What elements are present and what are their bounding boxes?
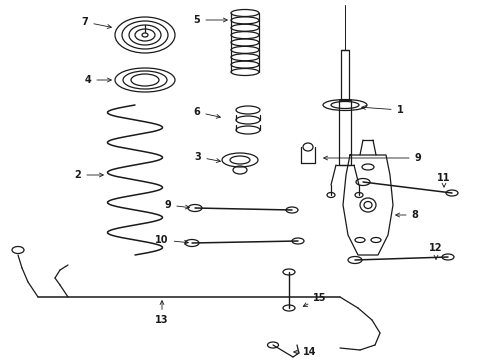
Text: 2: 2 xyxy=(74,170,103,180)
Text: 8: 8 xyxy=(396,210,418,220)
Text: 12: 12 xyxy=(429,243,443,259)
Text: 15: 15 xyxy=(303,293,327,306)
Text: 4: 4 xyxy=(85,75,111,85)
Text: 7: 7 xyxy=(82,17,111,28)
Text: 1: 1 xyxy=(362,105,403,115)
Text: 13: 13 xyxy=(155,301,169,325)
Bar xyxy=(341,50,349,100)
Bar xyxy=(339,100,351,165)
Text: 10: 10 xyxy=(155,235,188,245)
Text: 6: 6 xyxy=(194,107,220,118)
Text: 5: 5 xyxy=(194,15,227,25)
Text: 11: 11 xyxy=(437,173,451,187)
Text: 9: 9 xyxy=(165,200,189,210)
Text: 3: 3 xyxy=(195,152,220,162)
Text: 9: 9 xyxy=(324,153,421,163)
Text: 14: 14 xyxy=(294,347,317,357)
